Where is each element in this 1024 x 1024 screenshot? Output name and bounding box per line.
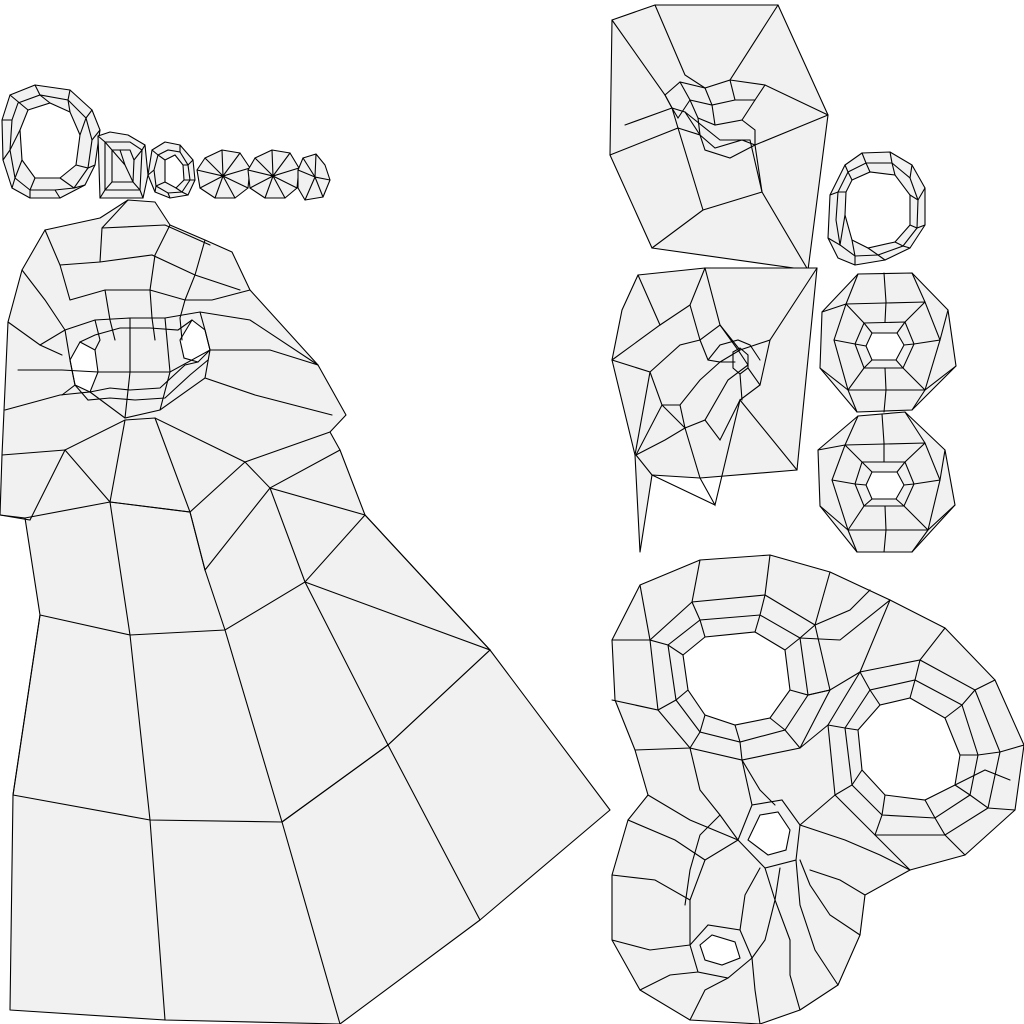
fan-disc-island-1 xyxy=(196,149,251,199)
face-trefoil-island xyxy=(611,554,1024,1024)
ear-island-bottom xyxy=(611,267,818,553)
fan-disc-island-2 xyxy=(247,149,300,199)
box-island xyxy=(97,131,149,199)
fan-disc-island-3 xyxy=(297,153,331,201)
ring-island-top-left xyxy=(1,84,101,199)
radial-disc-island-2 xyxy=(817,411,956,553)
ear-island-top xyxy=(609,4,829,271)
radial-disc-island-1 xyxy=(819,272,957,413)
small-ring-island xyxy=(147,141,196,199)
head-island xyxy=(0,199,611,1024)
ring-island-right xyxy=(827,151,926,266)
